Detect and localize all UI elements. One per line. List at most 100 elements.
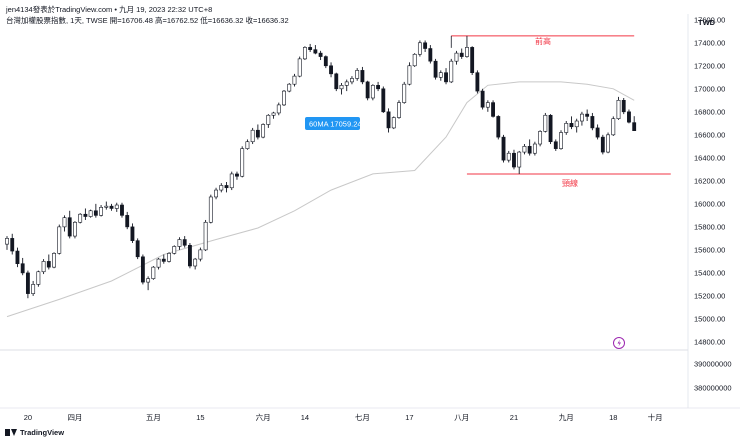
candle-up <box>559 132 563 149</box>
candle-down <box>423 42 428 49</box>
candle-down <box>376 85 381 90</box>
candle-down <box>188 244 192 267</box>
time-tick-label: 21 <box>510 413 518 422</box>
candle-down <box>585 113 590 117</box>
candle-up <box>543 114 548 132</box>
price-tick-label: 16600.00 <box>694 130 725 139</box>
lightning-icon[interactable] <box>613 337 625 349</box>
footer-brand[interactable]: TradingView <box>5 428 64 437</box>
candle-down <box>93 210 98 216</box>
price-tick-label: 16000.00 <box>694 199 725 208</box>
price-tick-label: 17600.00 <box>694 15 725 24</box>
candle-down <box>527 146 532 154</box>
level-lines[interactable] <box>450 35 671 175</box>
candle-down <box>569 123 574 128</box>
candle-up <box>611 118 616 136</box>
time-tick-label: 四月 <box>67 413 82 422</box>
candle-down <box>235 173 239 177</box>
candle-down <box>590 116 595 129</box>
candle-up <box>208 196 213 223</box>
candle-down <box>20 263 25 274</box>
candle-up <box>214 189 218 198</box>
candle-down <box>25 272 30 294</box>
candle-down <box>621 100 626 113</box>
candle-down <box>632 122 637 131</box>
candle-up <box>517 151 522 168</box>
candle-up <box>407 65 412 85</box>
candle-up <box>240 148 245 177</box>
candle-up <box>78 213 83 223</box>
price-tick-label: 15000.00 <box>694 315 725 324</box>
candle-down <box>470 47 475 73</box>
candle-down <box>109 205 114 209</box>
candle-down <box>308 47 313 50</box>
candle-down <box>386 111 391 129</box>
volume-tick-label: 380000000 <box>694 384 732 393</box>
time-axis[interactable]: 20 四月 五月 15 六月 14 七月 17 八月 21 九月 18 十月 <box>24 412 663 422</box>
time-tick-label: 六月 <box>256 412 271 422</box>
candle-up <box>36 271 41 285</box>
candle-up <box>5 238 9 245</box>
candle-up <box>402 83 407 103</box>
candle-up <box>146 278 151 283</box>
candle-down <box>135 240 140 258</box>
ma-badge-bg <box>305 117 360 130</box>
time-tick-label: 八月 <box>454 413 469 422</box>
neckline-label: 頸線 <box>562 178 578 188</box>
candle-up <box>412 53 417 67</box>
candle-down <box>182 239 187 246</box>
candlestick-series <box>5 35 637 299</box>
lightning-icon-ring <box>613 337 625 349</box>
publisher-line: jen4134發表於TradingView.com • 九月 19, 2023 … <box>6 5 213 14</box>
candle-up <box>62 217 67 228</box>
candle-down <box>125 215 130 228</box>
candle-down <box>15 250 20 264</box>
candle-up <box>297 58 302 77</box>
price-tick-label: 16400.00 <box>694 153 725 162</box>
price-tick-label: 14800.00 <box>694 338 725 347</box>
candle-up <box>271 112 276 116</box>
candle-up <box>99 207 103 216</box>
ma-60-line <box>6 81 635 318</box>
time-tick-label: 17 <box>405 413 413 422</box>
candle-down <box>475 72 480 92</box>
candle-up <box>52 253 56 268</box>
candle-down <box>501 136 506 161</box>
candle-up <box>41 261 46 273</box>
ma-badge[interactable]: 60MA 17059.24 <box>305 117 362 130</box>
candle-up <box>229 173 234 189</box>
candle-up <box>580 113 584 122</box>
candle-down <box>224 185 229 189</box>
candle-up <box>193 258 198 267</box>
candle-down <box>496 116 501 138</box>
candle-up <box>245 141 250 149</box>
candle-down <box>548 114 553 143</box>
candle-down <box>553 141 558 149</box>
price-axis[interactable]: 17600.00 17400.00 17200.00 17000.00 16800.00… <box>694 15 725 346</box>
candle-down <box>627 111 631 123</box>
tradingview-logo-icon <box>5 429 17 436</box>
time-tick-label: 五月 <box>146 413 161 422</box>
candle-up <box>454 52 459 62</box>
brand-label: TradingView <box>20 428 65 437</box>
candle-up <box>31 284 36 294</box>
candle-down <box>512 152 516 168</box>
candle-up <box>292 75 297 85</box>
candle-up <box>438 72 443 78</box>
candle-up <box>250 129 255 143</box>
candle-up <box>198 249 203 260</box>
candle-up <box>282 90 286 106</box>
price-tick-label: 16800.00 <box>694 107 725 116</box>
volume-axis: 390000000 380000000 <box>694 360 732 393</box>
candle-up <box>564 123 569 133</box>
time-tick-label: 15 <box>196 413 204 422</box>
candle-up <box>167 253 171 262</box>
ma-badge-label: 60MA 17059.24 <box>309 120 362 129</box>
price-tick-label: 17000.00 <box>694 84 725 93</box>
price-tick-label: 17200.00 <box>694 61 725 70</box>
candle-up <box>574 120 579 128</box>
candle-up <box>57 226 62 254</box>
candle-up <box>532 143 537 154</box>
candle-down <box>491 102 495 117</box>
